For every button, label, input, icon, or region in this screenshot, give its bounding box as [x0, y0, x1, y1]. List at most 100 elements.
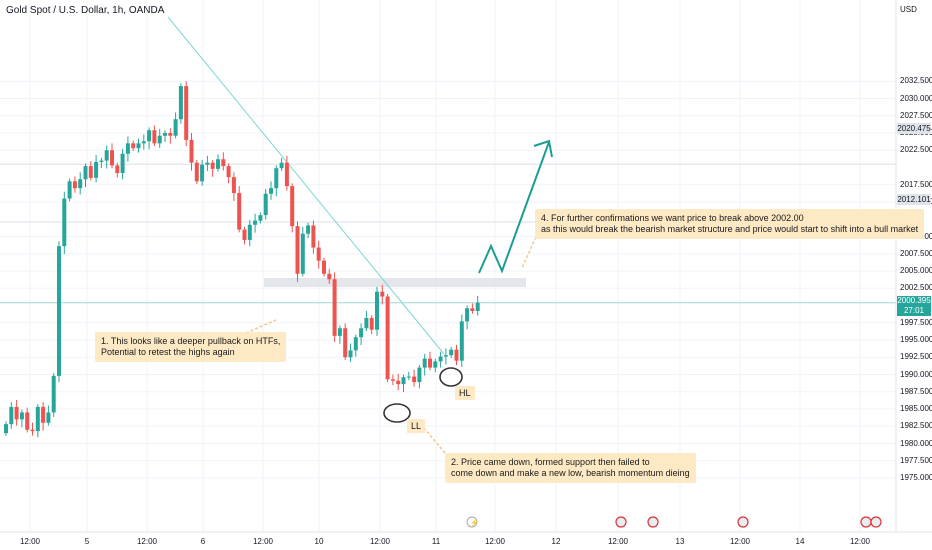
candle-body	[125, 143, 130, 154]
event-flags[interactable]	[615, 516, 882, 528]
candle-body	[210, 162, 215, 169]
candle-body	[184, 86, 189, 140]
price-tick-label: 1990.000	[900, 369, 932, 379]
candle-body	[284, 162, 289, 187]
candle-body	[57, 246, 61, 376]
price-tick-label: 2017.500	[900, 179, 932, 189]
candle-body	[337, 328, 342, 336]
candle-body	[422, 358, 427, 368]
candle-body	[110, 150, 114, 166]
candle-body	[4, 424, 8, 434]
candle-body	[396, 380, 401, 385]
candle-body	[380, 291, 385, 297]
time-tick-label: 12	[551, 537, 561, 546]
candle-body	[364, 317, 369, 329]
candle-body	[465, 308, 470, 322]
us-flag-event-icon[interactable]	[860, 516, 872, 528]
candle-body	[279, 162, 284, 169]
lightning-event-icon[interactable]	[466, 516, 478, 528]
candle-body	[428, 358, 432, 368]
candle-body	[25, 412, 30, 430]
candle-body	[14, 406, 19, 420]
us-flag-event-icon[interactable]	[737, 516, 749, 528]
candle-body	[216, 159, 220, 169]
candle-body	[274, 168, 279, 189]
price-tick-label: 2032.500	[900, 76, 932, 86]
candle-body	[332, 279, 337, 336]
hl-label: HL	[455, 386, 475, 400]
candle-body	[406, 376, 411, 378]
candle-body	[226, 166, 231, 178]
candles	[4, 81, 480, 438]
time-tick-label: 11	[431, 537, 441, 546]
candle-body	[173, 119, 178, 136]
annotation-note-4[interactable]: 4. For further confirmations we want pri…	[535, 209, 925, 239]
candle-body	[242, 229, 247, 240]
candle-body	[99, 160, 104, 162]
price-tick-label: 1992.500	[900, 352, 932, 362]
candle-body	[401, 377, 406, 385]
price-tick-label: 1995.000	[900, 335, 932, 344]
time-tick-label: 14	[795, 537, 805, 546]
candle-body	[104, 150, 109, 161]
candle-body	[263, 193, 268, 216]
note1-line-2: Potential to retest the highs again	[101, 347, 235, 357]
note4-pointer	[521, 236, 537, 269]
candle-body	[88, 166, 93, 178]
price-tick-label: 1977.500	[900, 455, 932, 465]
us-flag-event-icon[interactable]	[615, 516, 627, 528]
candle-body	[300, 233, 305, 274]
candle-body	[168, 133, 173, 136]
time-tick-label: 13	[675, 537, 685, 546]
candle-body	[136, 143, 141, 149]
price-tick-label: 2002.500	[900, 283, 932, 293]
annotation-note-1[interactable]: 1. This looks like a deeper pullback on …	[95, 332, 287, 362]
candle-body	[46, 412, 51, 423]
grid-lines	[0, 0, 896, 532]
candle-body	[205, 162, 210, 165]
candle-body	[115, 165, 120, 174]
candle-body	[237, 193, 242, 230]
chart-title: Gold Spot / U.S. Dollar, 1h, OANDA	[6, 5, 165, 16]
time-tick-label: 12:00	[369, 537, 391, 546]
candle-body	[385, 296, 390, 380]
time-tick-label: 12:00	[484, 537, 506, 546]
candle-body	[311, 225, 316, 248]
candle-body	[189, 139, 194, 163]
price-tick-label: 1997.500	[900, 317, 932, 327]
projection-arrow-head	[533, 139, 553, 158]
candle-body	[449, 349, 454, 356]
candle-body	[290, 186, 295, 227]
candle-body	[131, 143, 136, 149]
candle-body	[454, 349, 459, 361]
candle-body	[152, 130, 157, 144]
candle-body	[470, 308, 475, 312]
candle-body	[231, 177, 236, 194]
candle-body	[438, 356, 443, 362]
candle-body	[348, 350, 353, 358]
candle-body	[475, 302, 480, 312]
candle-body	[390, 379, 395, 381]
us-flag-event-icon[interactable]	[647, 516, 659, 528]
candle-body	[157, 135, 162, 144]
currency-label: USD	[900, 5, 917, 14]
price-tick-label: 2007.500	[900, 248, 932, 258]
candle-body	[141, 141, 146, 144]
time-tick-label: 12:00	[849, 537, 871, 546]
ll-circle	[383, 403, 411, 423]
candle-body	[163, 133, 167, 136]
trendline	[167, 16, 445, 355]
projection-arrow-path	[478, 141, 550, 274]
candle-body	[67, 181, 72, 199]
time-tick-label: 12:00	[252, 537, 274, 546]
annotation-note-2[interactable]: 2. Price came down, formed support then …	[445, 453, 696, 483]
candle-body	[178, 86, 183, 120]
us-flag-event-icon[interactable]	[870, 516, 882, 528]
candle-body	[353, 337, 358, 351]
candle-body	[316, 247, 321, 261]
price-tick-label: 1987.500	[900, 386, 932, 396]
price-tick-label: 1975.000	[900, 473, 932, 482]
time-tick-label: 12:00	[19, 537, 41, 546]
note2-line-2: come down and make a new low, bearish mo…	[451, 468, 690, 478]
